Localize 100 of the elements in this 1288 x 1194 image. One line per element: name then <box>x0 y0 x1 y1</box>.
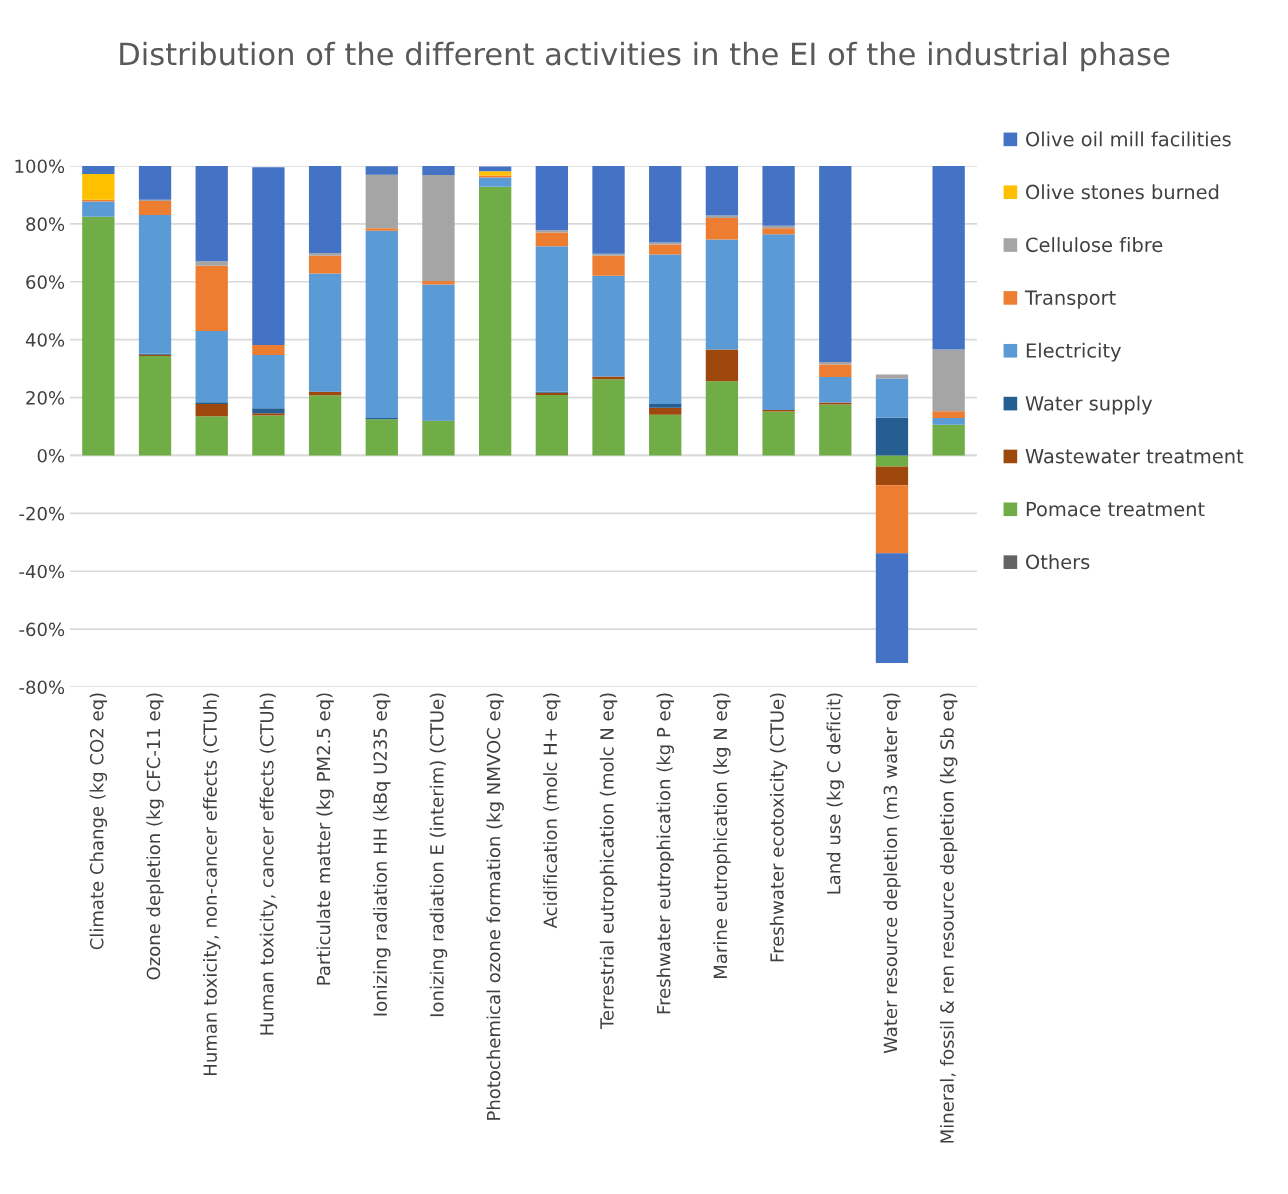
bar <box>195 261 228 266</box>
chart-title: Distribution of the different activities in the EI of the industrial phase <box>120 41 1170 72</box>
x-tick-label: Acidification (molc H+ eq) <box>543 693 561 929</box>
y-tick-label: -80% <box>19 680 65 695</box>
x-tick-label: Human toxicity, cancer effects (CTUh) <box>259 693 278 1035</box>
y-tick-label: 100% <box>15 159 65 174</box>
bar <box>649 407 682 415</box>
bar <box>819 404 852 456</box>
x-tick-label: Marine eutrophication (kg N eq) <box>713 693 731 978</box>
bar <box>592 253 625 256</box>
x-tick-label: Human toxicity, non-cancer effects (CTUh) <box>202 693 221 1075</box>
x-tick-label: Terrestrial eutrophication (molc N eq) <box>599 693 618 1030</box>
bar <box>762 166 795 226</box>
legend-label: Pomace treatment <box>1026 501 1205 517</box>
bar <box>195 416 228 456</box>
legend-label: Transport <box>1024 290 1116 309</box>
bar <box>705 239 739 350</box>
legend-label: Cellulose fibre <box>1026 237 1163 253</box>
bar <box>592 376 625 380</box>
bar <box>308 253 342 256</box>
legend-label: Others <box>1026 554 1090 570</box>
bar <box>422 174 455 281</box>
bar <box>762 411 795 456</box>
bar <box>252 413 285 416</box>
bar <box>875 466 909 486</box>
bar <box>705 349 739 382</box>
bar <box>592 275 625 377</box>
bar <box>875 374 909 379</box>
bar <box>252 355 285 409</box>
bar <box>875 553 909 663</box>
bar <box>875 378 909 418</box>
bar <box>649 254 682 404</box>
bar <box>82 216 115 456</box>
bar <box>422 421 455 456</box>
bar <box>138 214 172 354</box>
x-tick-label: Water resource depletion (m3 water eq) <box>883 693 901 1054</box>
legend-label: Olive stones burned <box>1026 184 1219 200</box>
bar <box>875 417 909 456</box>
x-tick-label: Ozone depletion (kg CFC-11 eq) <box>146 693 164 980</box>
bar <box>875 485 909 554</box>
x-tick-label: Land use (kg C deficit) <box>826 693 845 894</box>
bar <box>592 166 625 254</box>
bar <box>535 166 568 231</box>
bar <box>479 186 512 456</box>
bar <box>195 403 228 417</box>
bar <box>82 201 115 217</box>
bar <box>762 234 795 410</box>
x-tick-label: Photochemical ozone formation (kg NMVOC eq) <box>486 693 504 1120</box>
y-tick-label: 80% <box>26 217 65 232</box>
bar <box>365 228 398 231</box>
bar <box>819 166 852 362</box>
bar <box>252 408 285 414</box>
bar <box>705 215 739 219</box>
bar <box>875 455 909 467</box>
bar <box>932 166 965 350</box>
bar <box>195 330 228 403</box>
x-tick-label: Freshwater eutrophication (kg P eq) <box>656 693 674 1014</box>
bar <box>819 364 852 378</box>
bar <box>138 166 172 200</box>
bar <box>365 419 398 456</box>
bar <box>649 244 682 255</box>
bar <box>195 166 228 262</box>
y-tick-label: 0% <box>37 448 65 463</box>
bar <box>308 273 342 392</box>
bar <box>535 394 568 456</box>
bar <box>365 230 398 419</box>
bar <box>308 166 342 254</box>
bar <box>365 174 398 229</box>
y-tick-label: 40% <box>25 333 65 347</box>
legend-label: Olive oil mill facilities <box>1026 131 1231 147</box>
x-tick-label: Mineral, fossil & ren resource depletion (kg Sb eq) <box>939 693 958 1143</box>
bar <box>308 395 342 456</box>
bar <box>365 166 398 175</box>
bar <box>422 284 455 421</box>
bar <box>649 166 682 243</box>
x-tick-label: Climate Change (kg CO2 eq) <box>89 693 108 950</box>
y-tick-label: -60% <box>19 622 65 637</box>
bar <box>932 349 965 412</box>
bar <box>649 242 682 245</box>
bar <box>762 228 795 235</box>
legend-label: Electricity <box>1026 342 1121 362</box>
bar <box>932 424 965 456</box>
bar <box>535 230 568 233</box>
bar <box>82 166 115 175</box>
bar <box>819 361 852 365</box>
bar <box>705 218 739 240</box>
y-tick-label: -40% <box>19 564 65 579</box>
bar <box>819 402 852 405</box>
bar <box>422 166 455 175</box>
bar <box>138 201 172 215</box>
y-tick-label: 60% <box>26 275 65 289</box>
x-tick-label: Particulate matter (kg PM2.5 eq) <box>316 693 334 985</box>
y-tick-label: -20% <box>19 506 65 521</box>
bar <box>252 344 285 356</box>
bar <box>252 415 285 456</box>
bar <box>819 377 852 403</box>
x-tick-label: Freshwater ecotoxicity (CTUe) <box>769 693 788 962</box>
legend-label: Wastewater treatment <box>1025 449 1244 464</box>
bar <box>535 232 568 247</box>
bar <box>479 177 512 187</box>
